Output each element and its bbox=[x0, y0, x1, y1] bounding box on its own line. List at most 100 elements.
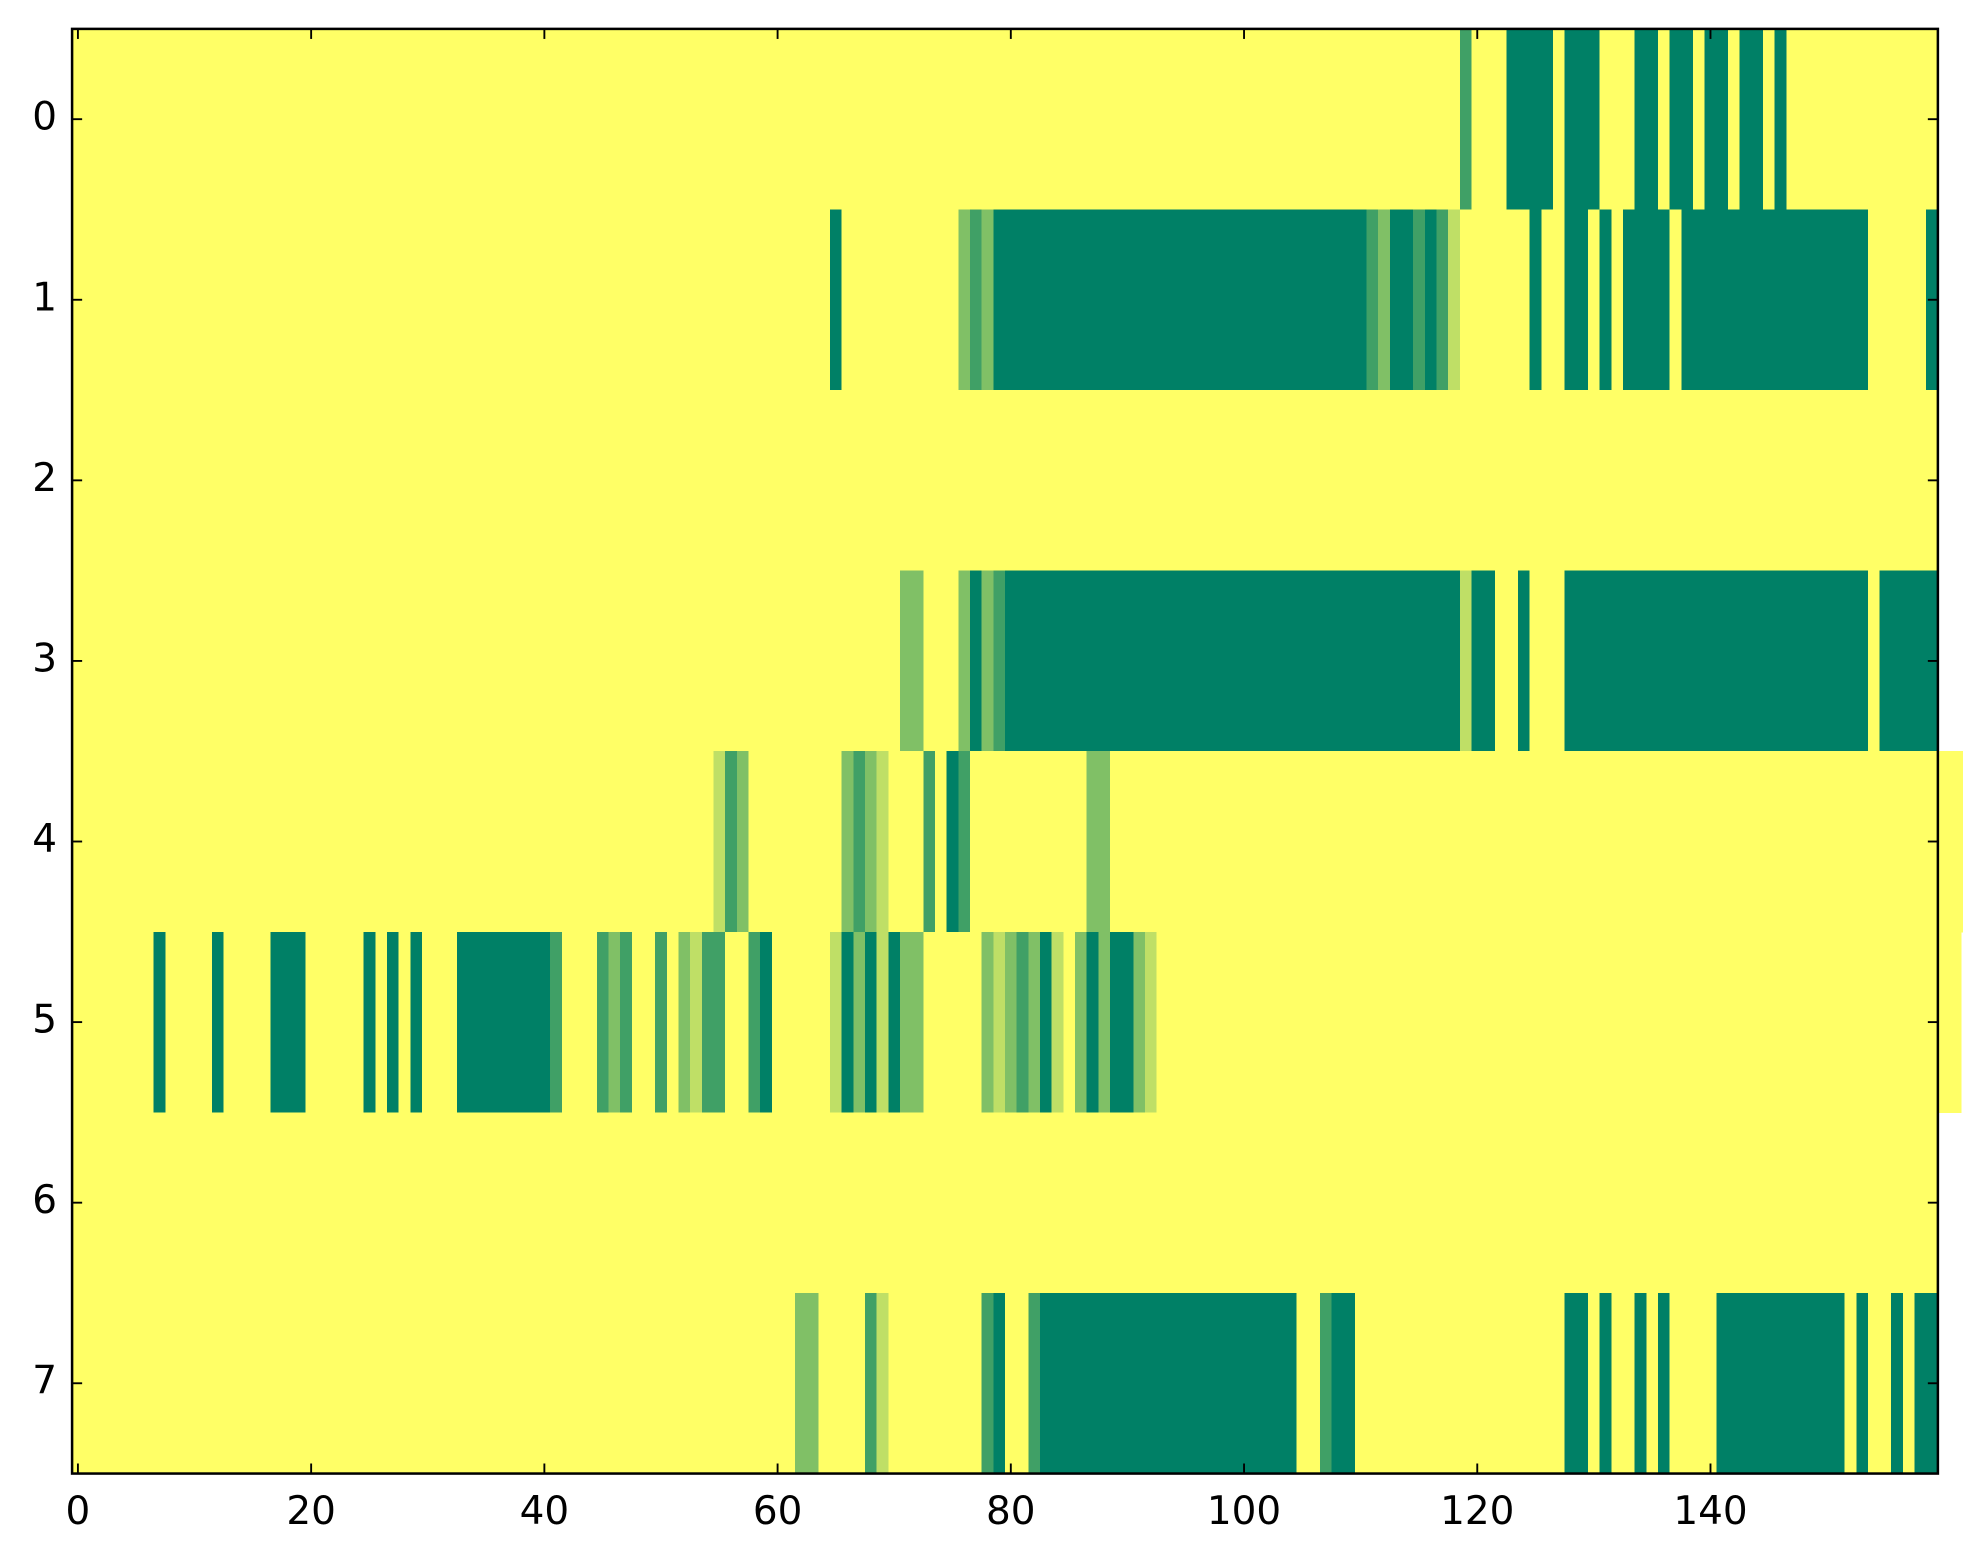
heatmap-cell bbox=[631, 570, 644, 752]
heatmap-cell bbox=[1261, 28, 1274, 210]
heatmap-cell bbox=[666, 390, 679, 572]
heatmap-cell bbox=[281, 931, 295, 1113]
heatmap-cell bbox=[305, 28, 318, 210]
heatmap-cell bbox=[281, 390, 295, 572]
heatmap-cell bbox=[1459, 390, 1472, 572]
heatmap-cell bbox=[1506, 390, 1519, 572]
heatmap-cell bbox=[328, 751, 341, 933]
heatmap-cell bbox=[235, 751, 248, 933]
heatmap-cell bbox=[748, 1112, 761, 1294]
heatmap-cell bbox=[1156, 931, 1169, 1113]
heatmap-cell bbox=[1331, 209, 1344, 391]
heatmap-cell bbox=[1273, 209, 1286, 391]
heatmap-cell bbox=[1004, 28, 1018, 210]
heatmap-cell bbox=[1541, 390, 1554, 572]
heatmap-cell bbox=[1646, 209, 1659, 391]
heatmap-cell bbox=[1681, 1292, 1694, 1475]
heatmap-cell bbox=[1156, 209, 1169, 391]
heatmap-cell bbox=[1343, 28, 1356, 210]
heatmap-cell bbox=[1727, 390, 1741, 572]
heatmap-cell bbox=[1646, 1292, 1659, 1475]
heatmap-cell bbox=[818, 570, 831, 752]
heatmap-cell bbox=[1389, 1112, 1402, 1294]
heatmap-cell bbox=[1844, 28, 1857, 210]
heatmap-cell bbox=[550, 209, 563, 391]
heatmap-cell bbox=[468, 751, 481, 933]
heatmap-cell bbox=[305, 931, 318, 1113]
heatmap-cell bbox=[643, 751, 656, 933]
heatmap-cell bbox=[491, 570, 505, 752]
heatmap-cell bbox=[468, 28, 481, 210]
heatmap-cell bbox=[1354, 390, 1367, 572]
heatmap-cell bbox=[375, 390, 388, 572]
heatmap-cell bbox=[1786, 931, 1799, 1113]
heatmap-cell bbox=[1226, 1112, 1239, 1294]
heatmap-cell bbox=[585, 931, 598, 1113]
heatmap-cell bbox=[247, 931, 260, 1113]
heatmap-cell bbox=[1063, 1112, 1076, 1294]
heatmap-cell bbox=[748, 209, 761, 391]
heatmap-cell bbox=[1634, 390, 1647, 572]
heatmap-cell bbox=[1809, 390, 1822, 572]
heatmap-cell bbox=[456, 751, 470, 933]
heatmap-cell bbox=[760, 209, 773, 391]
heatmap-cell bbox=[480, 1112, 493, 1294]
heatmap-cell bbox=[165, 1292, 178, 1475]
heatmap-cell bbox=[655, 751, 668, 933]
heatmap-cell bbox=[1588, 28, 1601, 210]
heatmap-cell bbox=[1716, 751, 1729, 933]
heatmap-cell bbox=[1669, 1292, 1682, 1475]
heatmap-cell bbox=[1401, 1292, 1414, 1475]
heatmap-cell bbox=[1646, 570, 1659, 752]
y-tick-label: 7 bbox=[32, 1359, 57, 1404]
heatmap-cell bbox=[118, 1292, 131, 1475]
heatmap-cell bbox=[1191, 931, 1204, 1113]
heatmap-cell bbox=[386, 28, 400, 210]
heatmap-cell bbox=[631, 751, 644, 933]
heatmap-cell bbox=[445, 1112, 458, 1294]
heatmap-cell bbox=[1576, 931, 1589, 1113]
heatmap-cell bbox=[1658, 1112, 1671, 1294]
heatmap-cell bbox=[1658, 28, 1671, 210]
heatmap-cell bbox=[1844, 209, 1857, 391]
heatmap-cell bbox=[1658, 570, 1671, 752]
heatmap-cell bbox=[538, 931, 551, 1113]
heatmap-cell bbox=[643, 28, 656, 210]
heatmap-cell bbox=[95, 209, 108, 391]
heatmap-cell bbox=[1086, 751, 1099, 933]
heatmap-cell bbox=[1821, 390, 1834, 572]
heatmap-cell bbox=[480, 931, 493, 1113]
heatmap-cell bbox=[503, 570, 516, 752]
heatmap-cell bbox=[1716, 1112, 1729, 1294]
heatmap-cell bbox=[1238, 1292, 1251, 1475]
heatmap-cell bbox=[1739, 570, 1752, 752]
heatmap-cell bbox=[177, 28, 190, 210]
heatmap-cell bbox=[1844, 570, 1857, 752]
heatmap-cell bbox=[1774, 1292, 1787, 1475]
heatmap-cell bbox=[386, 209, 400, 391]
heatmap-cell bbox=[678, 1112, 691, 1294]
heatmap-cell bbox=[142, 209, 155, 391]
heatmap-cell bbox=[1039, 1292, 1053, 1475]
heatmap-cell bbox=[1634, 1112, 1647, 1294]
heatmap-cell bbox=[783, 1292, 796, 1475]
heatmap-cell bbox=[1109, 28, 1123, 210]
heatmap-cell bbox=[1354, 931, 1367, 1113]
heatmap-cell bbox=[585, 390, 598, 572]
heatmap-cell bbox=[596, 390, 610, 572]
heatmap-cell bbox=[1296, 570, 1309, 752]
heatmap-cell bbox=[200, 1292, 213, 1475]
heatmap-cell bbox=[212, 1112, 225, 1294]
heatmap-cell bbox=[1308, 570, 1321, 752]
heatmap-cell bbox=[1891, 1112, 1904, 1294]
heatmap-cell bbox=[1448, 570, 1461, 752]
heatmap-cell bbox=[258, 570, 271, 752]
heatmap-cell bbox=[1319, 570, 1333, 752]
heatmap-cell bbox=[1121, 1292, 1134, 1475]
heatmap-cell bbox=[1821, 931, 1834, 1113]
heatmap-cell bbox=[1797, 751, 1811, 933]
heatmap-cell bbox=[223, 209, 236, 391]
heatmap-cell bbox=[795, 1292, 808, 1475]
heatmap-cell bbox=[1028, 1292, 1041, 1475]
heatmap-cell bbox=[247, 570, 260, 752]
